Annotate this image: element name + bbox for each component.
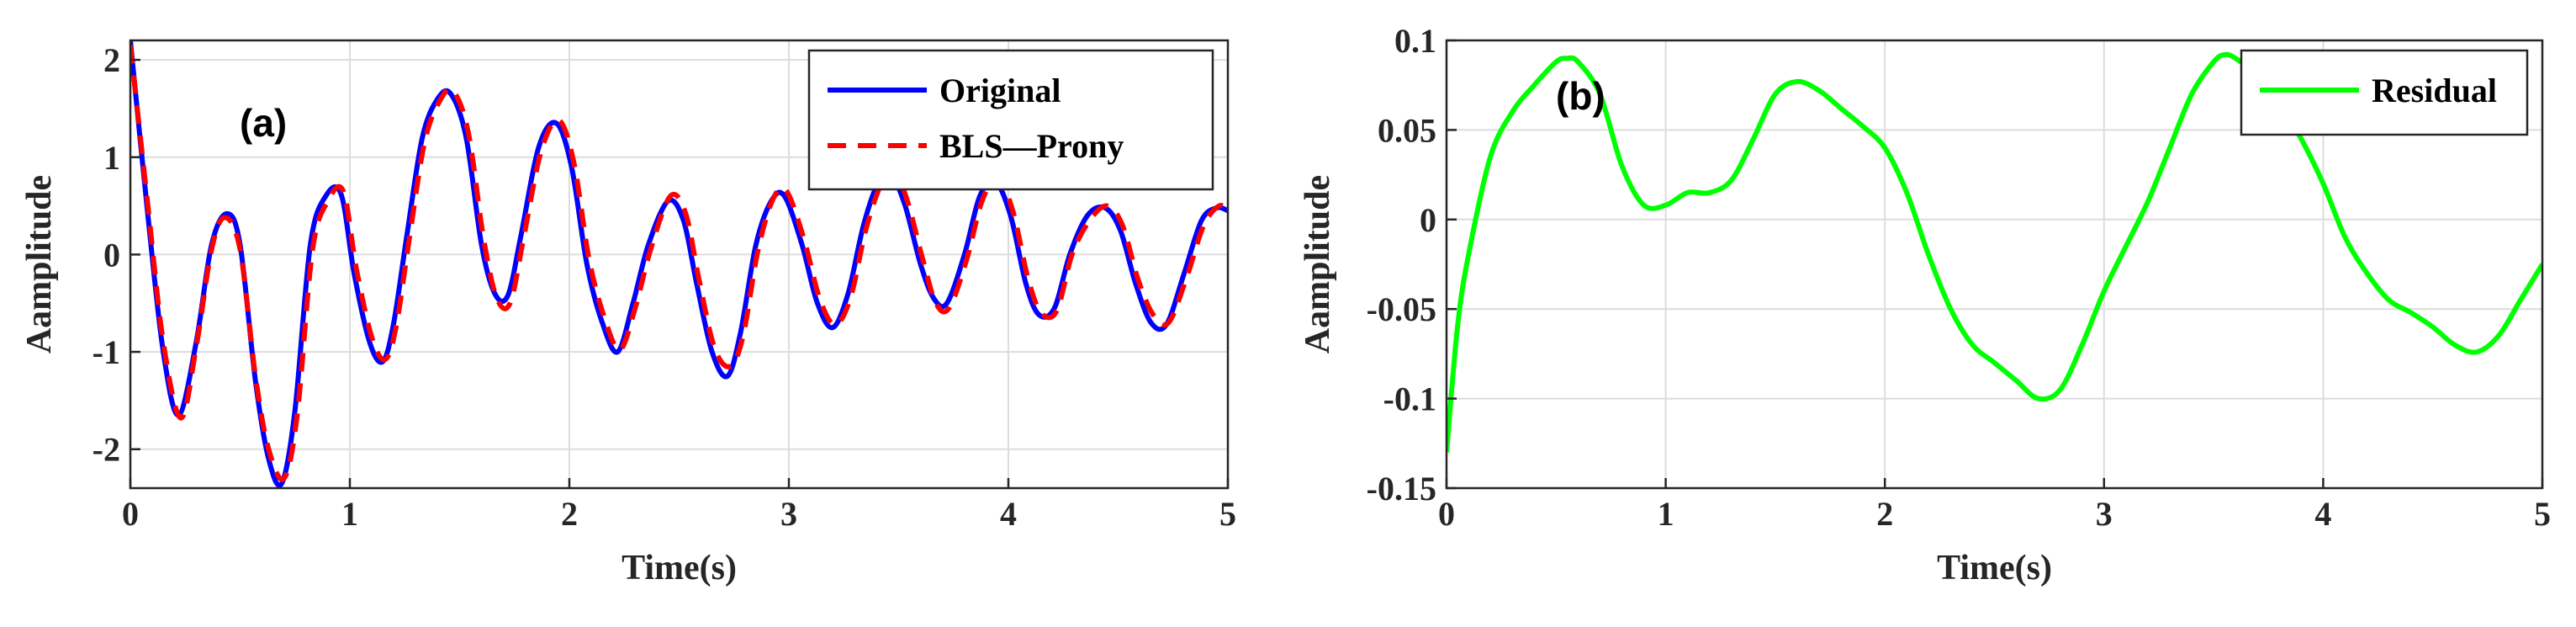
y-tick-label: 2 — [103, 41, 120, 79]
series-line-bls-prony — [130, 45, 1228, 482]
x-axis-label: Time(s) — [1937, 549, 2052, 587]
legend: Original BLS—Prony — [807, 49, 1214, 191]
legend-label: BLS—Prony — [939, 127, 1124, 165]
y-tick-label: -0.1 — [1383, 380, 1436, 418]
y-tick-label: 0 — [1420, 201, 1436, 239]
y-tick-label: -2 — [93, 431, 120, 469]
x-tick-label: 3 — [780, 495, 797, 533]
x-tick-label: 1 — [1658, 495, 1674, 533]
x-tick-label: 3 — [2096, 495, 2113, 533]
x-tick-label: 4 — [2314, 495, 2331, 533]
plot-frame — [1445, 39, 2544, 490]
y-axis-label: Aamplitude — [1299, 175, 1337, 353]
y-tick-label: -1 — [93, 333, 120, 371]
legend-label: Original — [939, 72, 1061, 109]
panel-label: (a) — [240, 101, 287, 145]
data-lines — [1447, 51, 2542, 453]
x-tick-label: 0 — [122, 495, 139, 533]
legend-box — [807, 49, 1214, 191]
y-tick-label: -0.15 — [1367, 470, 1436, 507]
legend: Residual — [2240, 49, 2529, 136]
y-tick-label: 0 — [103, 236, 120, 274]
x-tick-label: 4 — [1000, 495, 1017, 533]
legend-label: Residual — [2372, 72, 2497, 109]
chart-panel-a: 0 1 2 3 4 5 -2 -1 0 1 2 (a) Time(s) Aamplitude Ori… — [20, 39, 1236, 587]
series-line-original — [130, 40, 1228, 488]
ticks: 0 1 2 3 4 5 -0.15 -0.1 -0.05 0 0.05 0.1 — [1367, 22, 2551, 533]
y-axis-label: Aamplitude — [20, 175, 59, 353]
x-tick-label: 2 — [561, 495, 578, 533]
panel-label: (b) — [1556, 74, 1605, 118]
y-tick-label: 1 — [103, 139, 120, 177]
series-line-residual — [1447, 51, 2542, 453]
x-axis-label: Time(s) — [622, 549, 737, 587]
x-tick-label: 0 — [1438, 495, 1455, 533]
x-tick-label: 1 — [341, 495, 358, 533]
plot-frame — [129, 39, 1230, 490]
chart-panel-b: 0 1 2 3 4 5 -0.15 -0.1 -0.05 0 0.05 0.1 (b) Time(s)… — [1299, 22, 2551, 587]
y-tick-label: 0.1 — [1394, 22, 1436, 60]
data-lines — [130, 40, 1228, 488]
ticks: 0 1 2 3 4 5 -2 -1 0 1 2 — [93, 41, 1236, 533]
x-tick-label: 5 — [1219, 495, 1236, 533]
y-tick-label: -0.05 — [1367, 290, 1436, 328]
x-tick-label: 5 — [2534, 495, 2551, 533]
x-tick-label: 2 — [1876, 495, 1893, 533]
y-tick-label: 0.05 — [1378, 111, 1436, 149]
